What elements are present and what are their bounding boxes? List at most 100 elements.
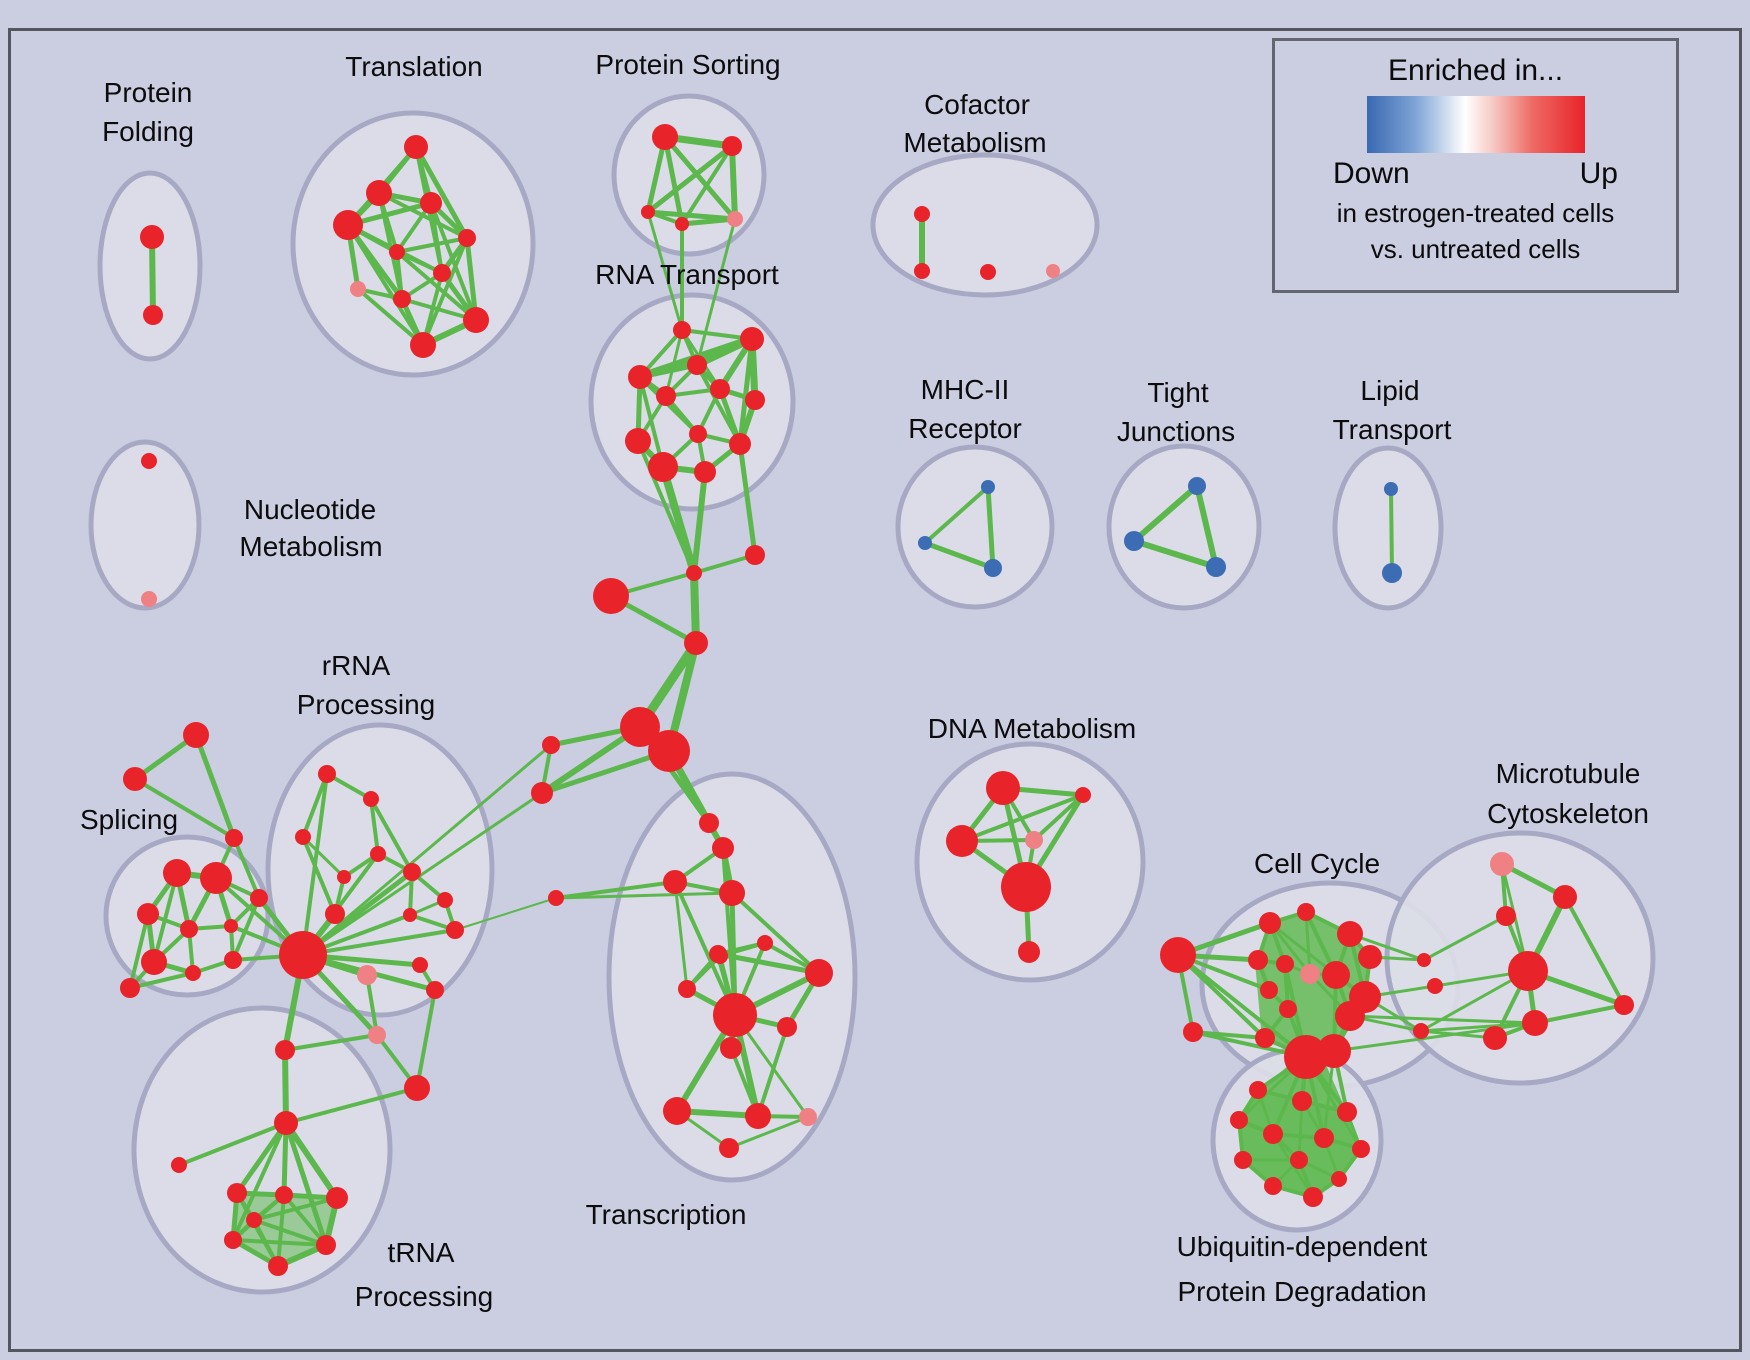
network-node-ccB2[interactable] — [1427, 978, 1443, 994]
network-node-nm2[interactable] — [141, 591, 157, 607]
network-node-dn6[interactable] — [1018, 941, 1040, 963]
network-node-ubB[interactable] — [1292, 1091, 1312, 1111]
network-node-cc2[interactable] — [1297, 903, 1315, 921]
network-node-tx14[interactable] — [719, 1138, 739, 1158]
network-node-rr7[interactable] — [437, 892, 453, 908]
network-node-ccL[interactable] — [1160, 937, 1196, 973]
network-node-rt7[interactable] — [745, 390, 765, 410]
network-node-txH[interactable] — [713, 993, 757, 1037]
network-node-c2[interactable] — [745, 545, 765, 565]
network-node-lt1[interactable] — [1384, 482, 1398, 496]
network-node-tx2[interactable] — [663, 870, 687, 894]
network-node-rr1[interactable] — [318, 765, 336, 783]
network-node-ccH1[interactable] — [1284, 1035, 1328, 1079]
network-node-ubG[interactable] — [1352, 1140, 1370, 1158]
network-node-rr8[interactable] — [325, 904, 345, 924]
network-node-tn0[interactable] — [171, 1157, 187, 1173]
network-node-tn1[interactable] — [227, 1183, 247, 1203]
network-node-tx5[interactable] — [678, 980, 696, 998]
network-node-mh3[interactable] — [984, 559, 1002, 577]
network-node-rt4[interactable] — [628, 365, 652, 389]
network-node-dn5[interactable] — [1001, 862, 1051, 912]
network-node-rt1[interactable] — [673, 321, 691, 339]
network-node-cc5[interactable] — [1248, 950, 1268, 970]
network-node-rr9[interactable] — [403, 908, 417, 922]
network-node-t2[interactable] — [366, 180, 392, 206]
network-node-ccH2[interactable] — [1317, 1034, 1351, 1068]
network-node-dn1[interactable] — [986, 771, 1020, 805]
network-node-ps5[interactable] — [727, 211, 743, 227]
network-node-ps1[interactable] — [652, 124, 678, 150]
network-node-rr12[interactable] — [412, 957, 428, 973]
network-node-mt3[interactable] — [1508, 951, 1548, 991]
network-node-cc6[interactable] — [1276, 955, 1294, 973]
network-node-rt12[interactable] — [729, 433, 751, 455]
network-node-rr10[interactable] — [446, 921, 464, 939]
network-node-mt4[interactable] — [1522, 1010, 1548, 1036]
network-node-tn6[interactable] — [268, 1256, 288, 1276]
network-node-spA[interactable] — [183, 722, 209, 748]
network-node-sp1[interactable] — [163, 859, 191, 887]
network-node-ps3[interactable] — [641, 205, 655, 219]
network-node-tx3[interactable] — [719, 880, 745, 906]
network-node-tn2[interactable] — [275, 1186, 293, 1204]
network-node-sp2[interactable] — [200, 862, 232, 894]
network-node-sp10[interactable] — [120, 978, 140, 998]
network-node-mtP[interactable] — [1490, 852, 1514, 876]
network-node-tx10[interactable] — [720, 1037, 742, 1059]
network-node-cf3[interactable] — [980, 264, 996, 280]
network-node-rt5[interactable] — [656, 386, 676, 406]
network-node-mh1[interactable] — [981, 480, 995, 494]
network-node-rr15[interactable] — [404, 1075, 430, 1101]
network-node-t4[interactable] — [333, 210, 363, 240]
network-node-cc7[interactable] — [1322, 961, 1350, 989]
network-node-ubD[interactable] — [1230, 1111, 1248, 1129]
network-node-cc4[interactable] — [1358, 945, 1382, 969]
network-node-tx1[interactable] — [712, 837, 734, 859]
network-node-mt5[interactable] — [1614, 995, 1634, 1015]
network-node-dn3[interactable] — [946, 825, 978, 857]
network-node-cf1[interactable] — [914, 206, 930, 222]
network-node-mt2[interactable] — [1496, 906, 1516, 926]
network-node-rr11[interactable] — [357, 965, 377, 985]
network-node-t3[interactable] — [420, 192, 442, 214]
network-node-rr17[interactable] — [274, 1111, 298, 1135]
network-node-ubK[interactable] — [1303, 1187, 1323, 1207]
network-node-ps2[interactable] — [722, 136, 742, 156]
network-node-t9[interactable] — [393, 290, 411, 308]
network-node-ubC[interactable] — [1337, 1102, 1357, 1122]
network-node-tn3[interactable] — [326, 1187, 348, 1209]
network-node-mt6[interactable] — [1483, 1026, 1507, 1050]
network-node-t6[interactable] — [389, 244, 405, 260]
network-node-rt10[interactable] — [648, 452, 678, 482]
network-node-tx0[interactable] — [699, 813, 719, 833]
network-node-tn7[interactable] — [246, 1212, 262, 1228]
network-node-ubL[interactable] — [1331, 1171, 1347, 1187]
network-node-tj3[interactable] — [1206, 557, 1226, 577]
network-node-c1[interactable] — [686, 565, 702, 581]
network-node-tx6[interactable] — [805, 959, 833, 987]
network-node-t7[interactable] — [433, 264, 451, 282]
network-node-h1[interactable] — [620, 707, 660, 747]
network-node-rrh[interactable] — [279, 931, 327, 979]
network-node-mh2[interactable] — [918, 536, 932, 550]
network-node-dn4[interactable] — [1025, 831, 1043, 849]
network-node-cf2[interactable] — [914, 263, 930, 279]
network-node-nm1[interactable] — [141, 453, 157, 469]
network-node-rt11[interactable] — [694, 461, 716, 483]
network-node-pf1[interactable] — [140, 225, 164, 249]
network-node-tx8[interactable] — [712, 948, 728, 964]
network-node-rr14[interactable] — [368, 1026, 386, 1044]
network-node-sp8[interactable] — [224, 951, 242, 969]
network-node-tx12[interactable] — [745, 1103, 771, 1129]
network-node-c4[interactable] — [684, 631, 708, 655]
network-node-ubJ[interactable] — [1264, 1177, 1282, 1195]
network-node-s2[interactable] — [531, 782, 553, 804]
network-node-tj1[interactable] — [1188, 477, 1206, 495]
network-node-rt2[interactable] — [740, 327, 764, 351]
network-node-c3[interactable] — [593, 578, 629, 614]
network-node-tj2[interactable] — [1124, 531, 1144, 551]
network-node-cf4[interactable] — [1046, 264, 1060, 278]
network-node-ubE[interactable] — [1263, 1124, 1283, 1144]
network-node-h2[interactable] — [648, 730, 690, 772]
